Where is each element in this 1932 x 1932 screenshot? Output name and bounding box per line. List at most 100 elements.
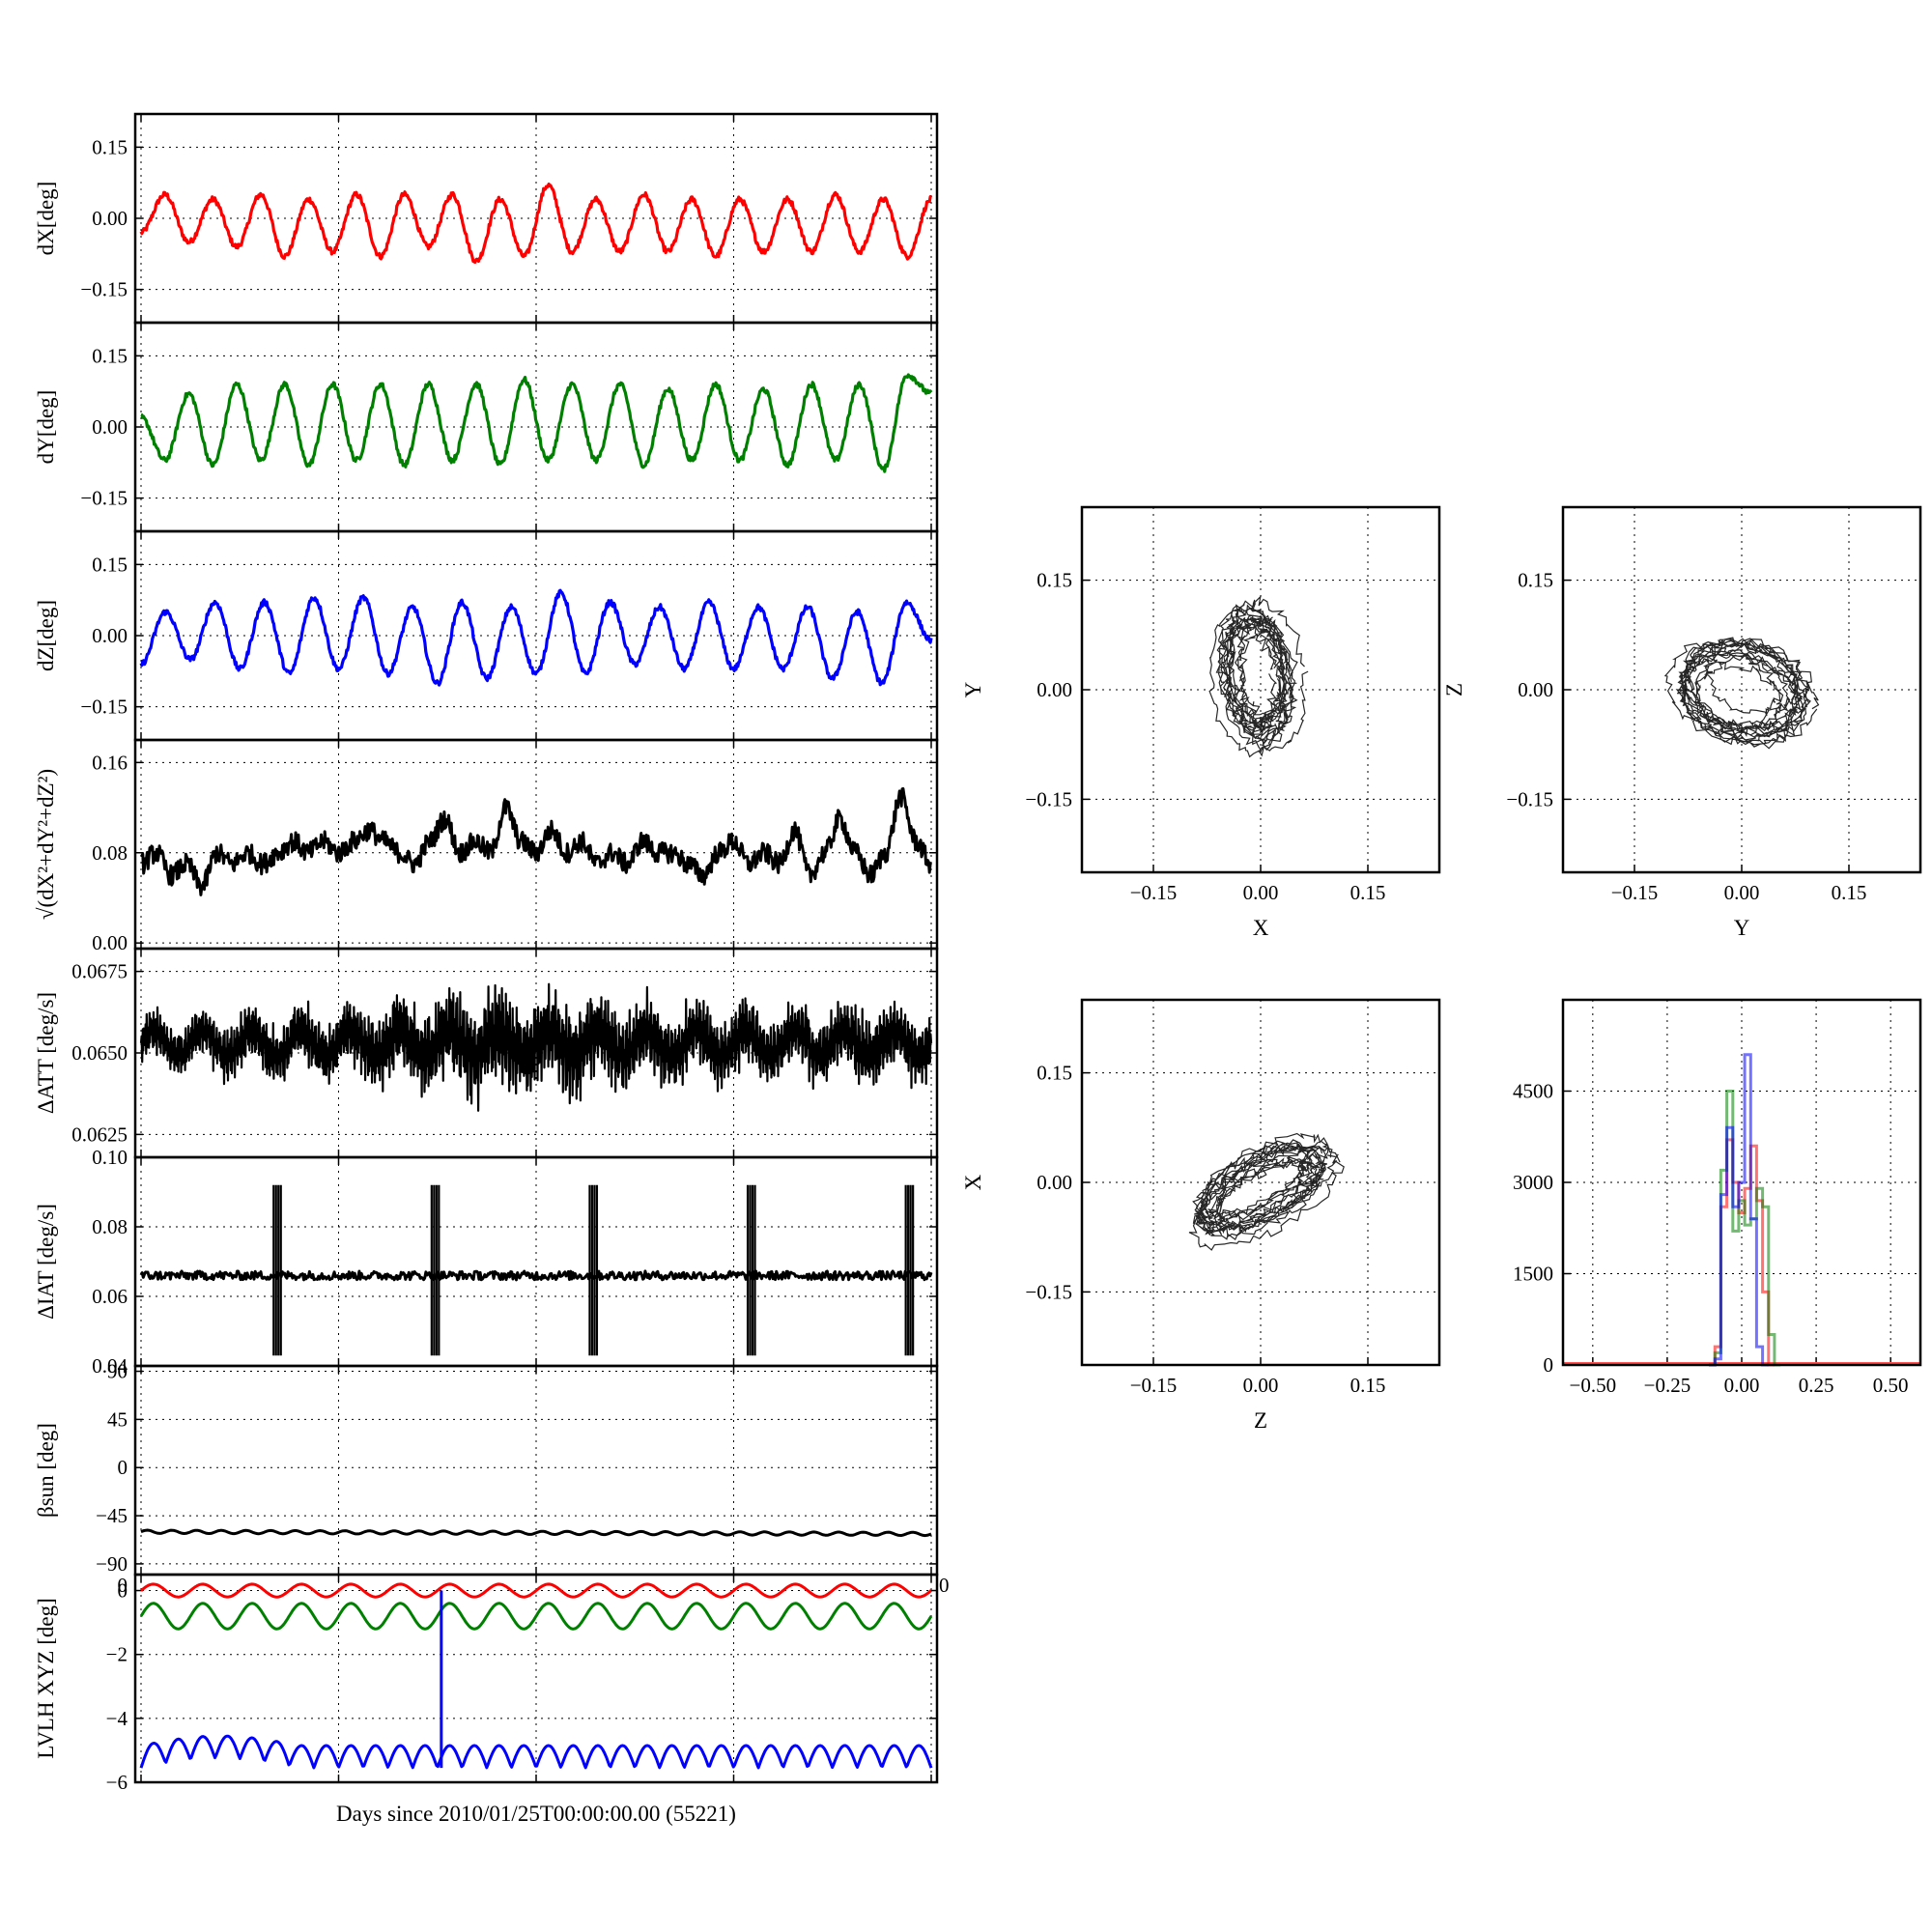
y-tick-label: 0 (118, 1456, 128, 1479)
y-tick-label: 0.08 (92, 1215, 128, 1238)
histogram-panel: −0.50 −0.25 0.00 0.25 0.50 4500 3000 1500 0 (1513, 998, 1922, 1397)
series-line-1 (140, 1582, 932, 1599)
overflow-tick-label: 0 (939, 1574, 950, 1597)
y-tick-label: 1500 (1513, 1263, 1553, 1286)
y-axis-label: dZ[deg] (34, 600, 58, 671)
y-tick-label: 0 (118, 1579, 128, 1603)
scatter-panel-1: −0.15 0.15 0.00 0.00 0.15 −0.15 X Y (961, 505, 1441, 940)
series-line (140, 787, 933, 896)
overflow-tick-label: 0 (118, 1574, 128, 1597)
y-axis-label: Z (1442, 683, 1466, 696)
y-tick-label: 0.00 (92, 207, 128, 230)
series-line (140, 1528, 932, 1538)
timeseries-panel-2: 0.15 0.00 −0.15 dY[deg] (34, 321, 939, 533)
x-tick-label: 0.15 (1350, 1374, 1386, 1397)
y-tick-label: 0.04 (92, 1354, 128, 1378)
series-line (139, 182, 933, 265)
histogram-series-3 (1709, 1053, 1769, 1367)
y-tick-label: −4 (106, 1707, 128, 1730)
y-tick-label: 0.00 (1518, 678, 1553, 701)
x-axis-label: X (1253, 916, 1269, 940)
timeseries-panel-3: 0.15 0.00 −0.15 dZ[deg] (34, 529, 939, 742)
y-tick-label: 0.16 (92, 751, 128, 774)
y-tick-label: 0 (1544, 1353, 1554, 1377)
x-tick-label: −0.15 (1611, 881, 1659, 904)
timeseries-panel-7: 90 45 0 −45 −90 βsun [deg] (34, 1360, 939, 1577)
x-tick-label: −0.50 (1570, 1374, 1617, 1397)
series-line-2 (139, 1602, 933, 1631)
timeseries-panel-5: 0.0675 0.0650 0.0625 ΔATT [deg/s] (34, 947, 939, 1159)
y-tick-label: −0.15 (1025, 787, 1072, 810)
y-tick-label: −90 (96, 1552, 128, 1576)
y-axis-label: LVLH XYZ [deg] (34, 1598, 58, 1759)
y-axis-label: ΔATT [deg/s] (34, 992, 58, 1114)
x-tick-label: 0.25 (1799, 1374, 1834, 1397)
x-tick-label: 0.00 (1724, 881, 1760, 904)
y-axis-label: ΔIAT [deg/s] (34, 1204, 58, 1320)
series-line (139, 982, 933, 1112)
series-line (139, 588, 933, 687)
y-tick-label: 0.00 (1037, 1171, 1072, 1194)
y-tick-label: −45 (96, 1504, 128, 1527)
x-tick-label: 0.15 (1350, 881, 1386, 904)
y-tick-label: 4500 (1513, 1080, 1553, 1103)
y-tick-label: −0.15 (1025, 1280, 1072, 1303)
y-tick-label: 0.15 (1037, 569, 1072, 592)
x-tick-label: −0.15 (1130, 1374, 1178, 1397)
x-axis-label: Z (1254, 1408, 1267, 1433)
x-tick-label: −0.15 (1130, 881, 1178, 904)
y-tick-label: 0.15 (92, 135, 128, 158)
panel-frame (1561, 998, 1922, 1367)
x-tick-label: 0.00 (1243, 881, 1279, 904)
y-tick-label: 0.06 (92, 1285, 128, 1308)
y-tick-label: 0.15 (92, 344, 128, 367)
y-tick-label: 0.08 (92, 841, 128, 865)
y-tick-label: 0.00 (1037, 678, 1072, 701)
trajectory-loops (1208, 595, 1309, 758)
y-tick-label: 0.0675 (71, 960, 128, 983)
y-tick-label: 0.00 (92, 624, 128, 647)
y-tick-label: 3000 (1513, 1171, 1553, 1194)
x-axis-label: Y (1734, 916, 1750, 940)
panel-frame (1080, 998, 1441, 1367)
y-tick-label: 0.00 (92, 931, 128, 954)
series-line-3 (139, 1734, 933, 1770)
y-tick-label: −6 (106, 1771, 128, 1794)
y-tick-label: 0.10 (92, 1146, 128, 1169)
trajectory-loops (1188, 1132, 1345, 1251)
y-axis-label: βsun [deg] (34, 1423, 58, 1518)
y-axis-label: dY[deg] (34, 390, 58, 465)
series-line (140, 373, 933, 473)
scatter-panel-3: −0.15 0.15 0.00 0.00 0.15 −0.15 Z X (961, 998, 1441, 1433)
x-axis-label: Days since 2010/01/25T00:00:00.00 (55221… (336, 1802, 736, 1826)
y-tick-label: −2 (106, 1643, 128, 1666)
x-tick-label: 0.15 (1832, 881, 1867, 904)
y-axis-label: √(dX²+dY²+dZ²) (34, 769, 58, 920)
y-tick-label: −0.15 (80, 278, 128, 301)
y-tick-label: −0.15 (1506, 787, 1553, 810)
timeseries-panel-1: 0.15 0.00 −0.15 dX[deg] (34, 112, 939, 325)
y-tick-label: 45 (107, 1407, 128, 1431)
y-axis-label: X (961, 1174, 985, 1190)
y-tick-label: −0.15 (80, 696, 128, 719)
x-tick-label: 0.50 (1873, 1374, 1909, 1397)
panel-frame (1080, 505, 1441, 874)
y-tick-label: 0.00 (92, 415, 128, 439)
timeseries-panel-6: 0.10 0.08 0.06 0.04 ΔIAT [deg/s] (34, 1146, 939, 1378)
x-tick-label: 0.00 (1243, 1374, 1279, 1397)
y-tick-label: 0.15 (92, 553, 128, 576)
scatter-panel-2: −0.15 0.15 0.00 0.00 0.15 −0.15 Y Z (1442, 505, 1922, 940)
y-tick-label: 0.15 (1518, 569, 1553, 592)
timeseries-panel-4: 0.16 0.08 0.00 √(dX²+dY²+dZ²) (34, 738, 939, 954)
x-tick-label: 0.00 (1724, 1374, 1760, 1397)
y-tick-label: 0.0625 (71, 1122, 128, 1146)
x-tick-label: −0.25 (1644, 1374, 1691, 1397)
y-axis-label: dX[deg] (34, 182, 58, 256)
y-tick-label: 90 (107, 1360, 128, 1383)
panel-frame (133, 1573, 939, 1784)
y-tick-label: 0.15 (1037, 1062, 1072, 1085)
series-line (139, 1269, 933, 1282)
y-tick-label: 0.0650 (71, 1041, 128, 1065)
